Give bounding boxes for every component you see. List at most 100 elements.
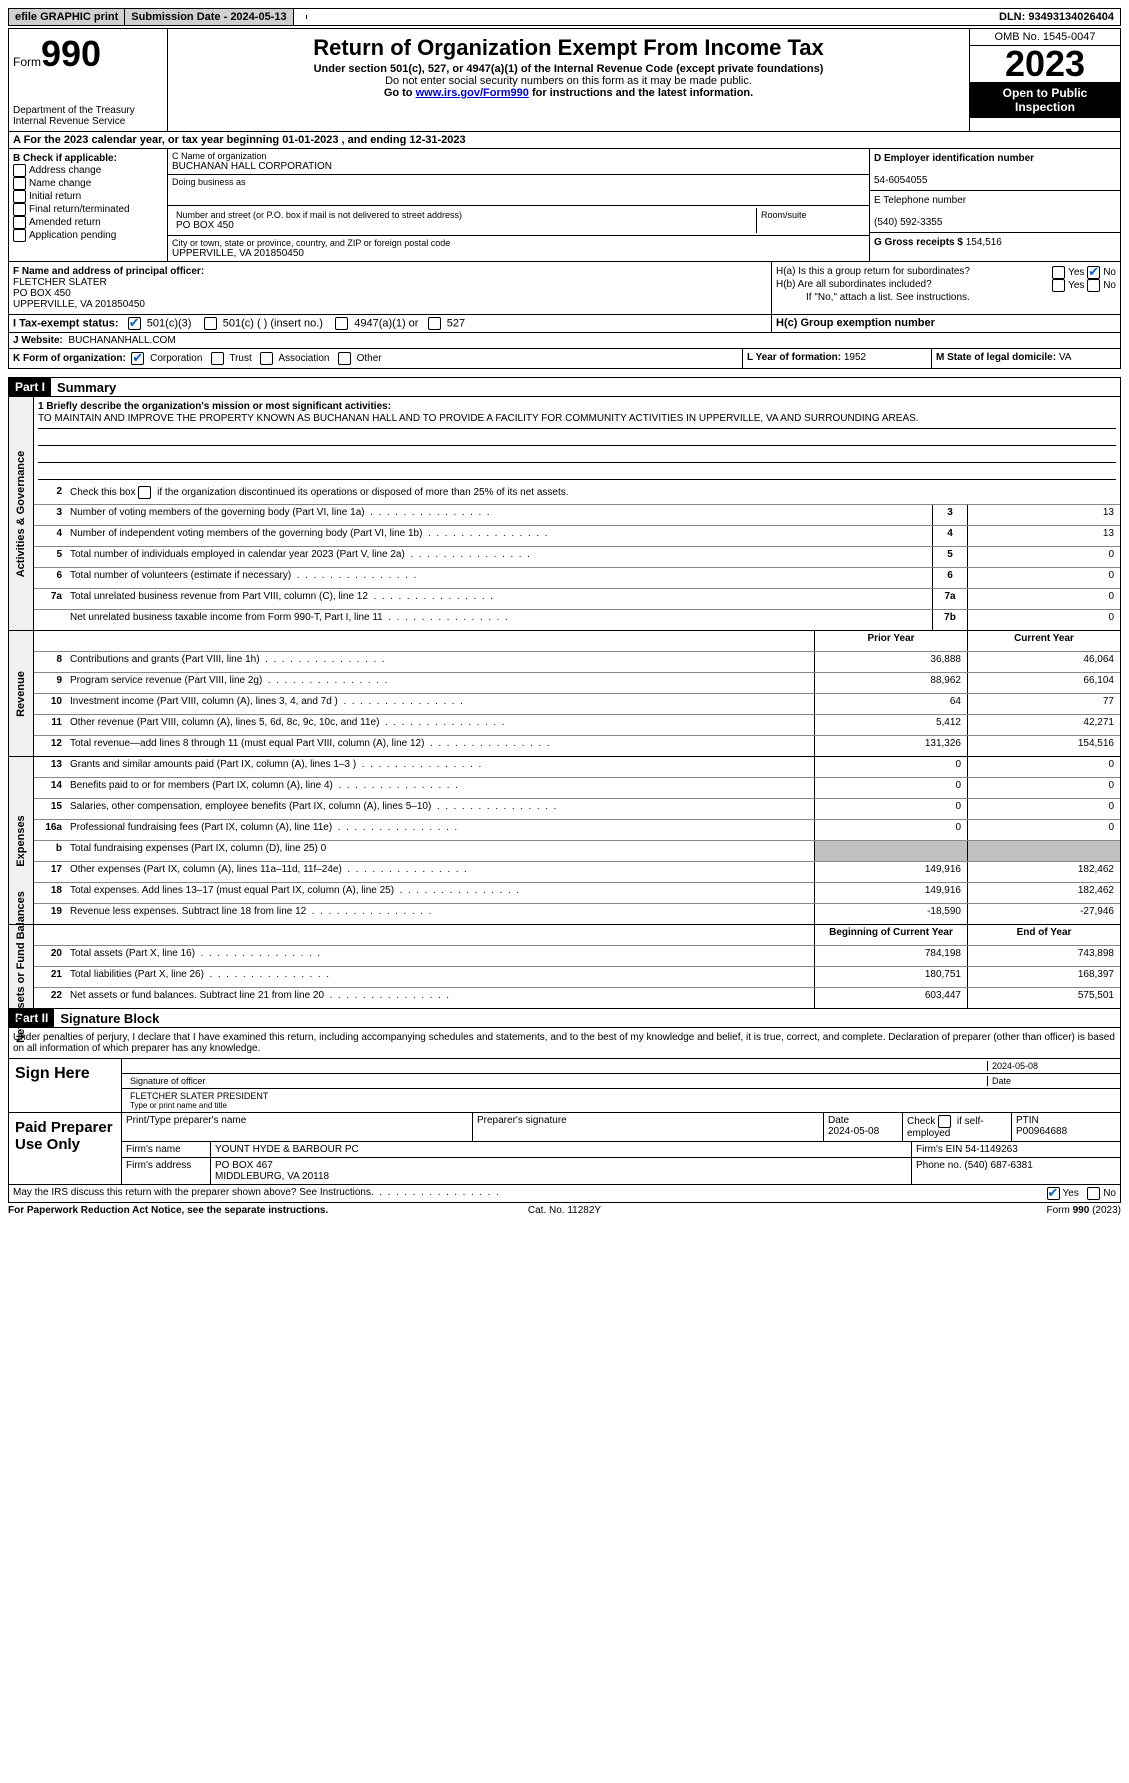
hb-yes-checkbox[interactable] [1052,279,1065,292]
form-prefix: Form [13,55,41,69]
prep-date-label: Date [828,1115,849,1126]
hb-no-checkbox[interactable] [1087,279,1100,292]
l-label: L Year of formation: [747,352,841,363]
signature-block: Under penalties of perjury, I declare th… [8,1028,1121,1185]
dept-treasury: Department of the Treasury [13,105,163,116]
cat-number: Cat. No. 11282Y [379,1205,750,1216]
firm-addr-label: Firm's address [122,1158,211,1184]
net-header-row: Beginning of Current Year End of Year [34,925,1120,946]
net-assets-block: Net Assets or Fund Balances Beginning of… [8,925,1121,1009]
b-item-5: Application pending [29,230,116,241]
checkbox-app-pending[interactable] [13,229,26,242]
irs-link[interactable]: www.irs.gov/Form990 [416,87,529,99]
sign-here-label: Sign Here [9,1059,122,1112]
ha-no-checkbox[interactable] [1087,266,1100,279]
firm-name-value: YOUNT HYDE & BARBOUR PC [211,1142,912,1157]
part-2-header-row: Part II Signature Block [8,1009,1121,1028]
section-fh: F Name and address of principal officer:… [8,262,1121,315]
efile-print-button[interactable]: efile GRAPHIC print [9,9,125,25]
table-row: Net unrelated business taxable income fr… [34,610,1120,630]
firm-ein-label: Firm's EIN [916,1144,962,1155]
header-left: Form990 Department of the Treasury Inter… [9,29,168,131]
paid-preparer-label: Paid Preparer Use Only [9,1113,122,1184]
line2-text: Check this box [70,487,138,498]
i-527-checkbox[interactable] [428,317,441,330]
k-assoc-checkbox[interactable] [260,352,273,365]
b-item-3: Final return/terminated [29,204,130,215]
checkbox-amended[interactable] [13,216,26,229]
discuss-yes-checkbox[interactable] [1047,1187,1060,1200]
checkbox-final-return[interactable] [13,203,26,216]
mission-text: TO MAINTAIN AND IMPROVE THE PROPERTY KNO… [38,412,1116,429]
submission-date: Submission Date - 2024-05-13 [125,9,293,25]
b-item-4: Amended return [29,217,101,228]
i-501c-checkbox[interactable] [204,317,217,330]
table-row: 4Number of independent voting members of… [34,526,1120,547]
phone-label: E Telephone number [874,195,966,206]
part-2-title: Signature Block [54,1011,159,1026]
hc-cell: H(c) Group exemption number [772,315,1120,332]
k-trust-checkbox[interactable] [211,352,224,365]
f-label: F Name and address of principal officer: [13,266,204,277]
firm-name-label: Firm's name [122,1142,211,1157]
paperwork-notice: For Paperwork Reduction Act Notice, see … [8,1205,379,1216]
officer-name: FLETCHER SLATER [13,277,107,288]
row-j: J Website: BUCHANANHALL.COM [8,333,1121,349]
table-row: 10Investment income (Part VIII, column (… [34,694,1120,715]
street-label: Number and street (or P.O. box if mail i… [176,210,752,220]
firm-addr2: MIDDLEBURG, VA 20118 [215,1171,329,1182]
form-header: Form990 Department of the Treasury Inter… [8,28,1121,132]
table-row: 7aTotal unrelated business revenue from … [34,589,1120,610]
i-4947-checkbox[interactable] [335,317,348,330]
discuss-no-checkbox[interactable] [1087,1187,1100,1200]
discuss-no: No [1103,1188,1116,1199]
checkbox-address-change[interactable] [13,164,26,177]
ha-yes-checkbox[interactable] [1052,266,1065,279]
table-row: 17Other expenses (Part IX, column (A), l… [34,862,1120,883]
m-cell: M State of legal domicile: VA [931,349,1120,368]
checkbox-initial-return[interactable] [13,190,26,203]
mission-label: 1 Briefly describe the organization's mi… [38,401,391,412]
ha-no: No [1103,267,1116,278]
firm-ein-value: 54-1149263 [965,1144,1018,1155]
hb-note: If "No," attach a list. See instructions… [776,292,1116,303]
i-501c3-checkbox[interactable] [128,317,141,330]
i-opt2: 501(c) ( ) (insert no.) [223,317,323,329]
mission-blank-1 [38,429,1116,446]
table-row: 5Total number of individuals employed in… [34,547,1120,568]
goto-prefix: Go to [384,87,416,99]
bottom-line: For Paperwork Reduction Act Notice, see … [8,1203,1121,1218]
discuss-row: May the IRS discuss this return with the… [8,1185,1121,1203]
mission-blank-3 [38,463,1116,480]
dba-label: Doing business as [172,177,865,187]
officer-print-name: FLETCHER SLATER PRESIDENT [130,1091,1112,1101]
phone-cell: E Telephone number (540) 592-3355 [870,191,1120,233]
i-opt1: 501(c)(3) [147,317,192,329]
k-opt-other: Other [357,353,382,364]
self-emp-checkbox[interactable] [938,1115,951,1128]
k-cell: K Form of organization: Corporation Trus… [9,349,742,368]
m-value: VA [1059,352,1072,363]
prep-name-label: Print/Type preparer's name [122,1113,473,1141]
firm-phone-label: Phone no. [916,1160,962,1171]
table-row: 15Salaries, other compensation, employee… [34,799,1120,820]
website-value: BUCHANANHALL.COM [68,335,175,346]
open-public-badge: Open to Public Inspection [970,82,1120,118]
line2-text2: if the organization discontinued its ope… [154,487,568,498]
header-center: Return of Organization Exempt From Incom… [168,29,969,131]
k-corp-checkbox[interactable] [131,352,144,365]
sig-officer-label: Signature of officer [126,1076,987,1086]
table-row: 6Total number of volunteers (estimate if… [34,568,1120,589]
checkbox-name-change[interactable] [13,177,26,190]
sign-here-row: Sign Here 2024-05-08 Signature of office… [9,1058,1120,1112]
column-b: B Check if applicable: Address change Na… [9,149,168,261]
org-name-label: C Name of organization [172,151,865,161]
line2-checkbox[interactable] [138,486,151,499]
k-other-checkbox[interactable] [338,352,351,365]
sig-date-label: Date [987,1076,1116,1086]
officer-name-label: Type or print name and title [130,1101,1112,1110]
i-opt4: 527 [447,317,465,329]
table-row: 12Total revenue—add lines 8 through 11 (… [34,736,1120,756]
goto-suffix: for instructions and the latest informat… [529,87,753,99]
b-item-2: Initial return [29,191,81,202]
